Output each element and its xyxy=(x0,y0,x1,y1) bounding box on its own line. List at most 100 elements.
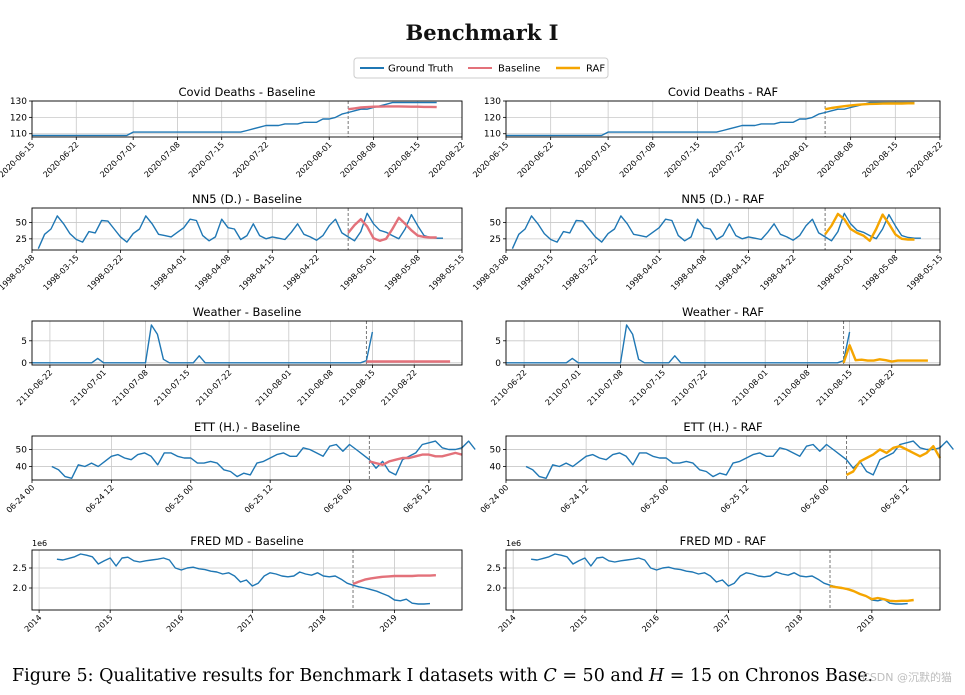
ground-truth-line xyxy=(37,212,443,249)
ground-truth-line xyxy=(51,440,476,479)
baseline-forecast-line xyxy=(369,451,463,466)
x-tick-label: 06-25 00 xyxy=(163,483,195,515)
covid-baseline-panel: Covid Deaths - Baseline 2020-06-15 2020-06… xyxy=(0,85,466,179)
x-tick-label: 2110-08-01 xyxy=(254,368,293,407)
y-tick-label: 130 xyxy=(10,97,27,107)
panel-title: Covid Deaths - RAF xyxy=(668,85,778,99)
axes-frame xyxy=(505,549,941,611)
x-tick-label: 2020-07-08 xyxy=(143,140,182,179)
x-tick-label: 1998-04-15 xyxy=(714,253,753,292)
x-tick-label: 2020-08-01 xyxy=(771,140,810,179)
covid-raf-panel: Covid Deaths - RAF 2020-06-15 2020-06-22 20… xyxy=(471,85,944,179)
x-tick-label: 1998-04-08 xyxy=(669,253,708,292)
x-tick-label: 1998-04-15 xyxy=(237,253,276,292)
x-tick-label: 2020-06-15 xyxy=(471,140,510,179)
y-tick-label: 130 xyxy=(484,97,501,107)
y-tick-label: 50 xyxy=(16,446,28,456)
axes-frame xyxy=(505,435,941,481)
axes-frame xyxy=(31,207,463,251)
caption-prefix: Figure 5: Qualitative results for Benchm… xyxy=(12,666,543,686)
x-tick-label: 2110-07-01 xyxy=(544,368,583,407)
panel-title: NN5 (D.) - Baseline xyxy=(192,192,302,206)
x-tick-label: 06-25 00 xyxy=(639,483,671,515)
y-tick-label: 2.5 xyxy=(13,564,27,574)
axes-frame xyxy=(505,100,941,138)
x-tick-label: 2110-07-15 xyxy=(628,368,667,407)
x-tick-label: 2110-07-22 xyxy=(194,368,233,407)
x-tick-label: 1998-05-01 xyxy=(339,253,378,292)
x-tick-label: 2110-08-15 xyxy=(815,368,854,407)
panel-title: Weather - Baseline xyxy=(193,305,302,319)
axes-frame xyxy=(31,549,463,611)
x-tick-label: 2110-06-22 xyxy=(15,368,54,407)
watermark: CSDN @沉默的猫 xyxy=(862,670,952,684)
y-tick-label: 50 xyxy=(490,446,502,456)
ett-baseline-panel: ETT (H.) - Baseline 06-24 00 06-24 12 06-25… xyxy=(5,420,476,515)
x-tick-label: 2016 xyxy=(640,613,661,634)
figure-caption: Figure 5: Qualitative results for Benchm… xyxy=(12,666,873,686)
x-tick-label: 2020-07-01 xyxy=(573,140,612,179)
caption-h-symbol: H xyxy=(648,666,665,686)
ground-truth-line xyxy=(531,553,908,605)
y-tick-label: 40 xyxy=(16,462,28,472)
ground-truth-line xyxy=(525,440,954,479)
fredmd-raf-panel: FRED MD - RAF 1e6 2014 2015 2016 2017 2018 2019… xyxy=(487,534,941,634)
x-tick-label: 2020-08-08 xyxy=(816,140,855,179)
x-tick-label: 2014 xyxy=(23,613,44,634)
x-tick-label: 06-25 12 xyxy=(719,483,751,515)
x-tick-label: 2015 xyxy=(569,613,590,634)
x-tick-label: 06-24 00 xyxy=(5,483,37,515)
x-tick-label: 2020-07-15 xyxy=(187,140,226,179)
x-tick-label: 1998-03-08 xyxy=(471,253,510,292)
x-tick-label: 2018 xyxy=(784,613,805,634)
x-tick-label: 06-26 00 xyxy=(322,483,354,515)
x-tick-label: 2110-07-08 xyxy=(586,368,625,407)
x-tick-label: 06-24 00 xyxy=(479,483,511,515)
x-tick-label: 1998-04-08 xyxy=(193,253,232,292)
y-tick-label: 25 xyxy=(16,235,27,245)
x-tick-label: 1998-03-08 xyxy=(0,253,36,292)
x-tick-label: 2020-07-08 xyxy=(618,140,657,179)
y-tick-label: 0 xyxy=(21,359,27,369)
x-tick-label: 2110-06-22 xyxy=(489,368,528,407)
axis-offset-label: 1e6 xyxy=(32,539,47,548)
ground-truth-line xyxy=(32,324,374,364)
x-tick-label: 2020-08-15 xyxy=(860,140,899,179)
y-tick-label: 120 xyxy=(10,113,27,123)
x-tick-label: 2020-08-22 xyxy=(905,140,944,179)
baseline-forecast-line xyxy=(352,574,436,586)
y-tick-label: 110 xyxy=(10,130,27,140)
x-tick-label: 1998-04-01 xyxy=(624,253,663,292)
ground-truth-line xyxy=(511,212,921,249)
legend-raf-label: RAF xyxy=(586,64,605,75)
figure-title: Benchmark I xyxy=(405,20,558,45)
fredmd-baseline-panel: FRED MD - Baseline 1e6 2014 2015 2016 2017 201… xyxy=(13,534,463,634)
ground-truth-line xyxy=(56,553,431,605)
chart-panels: Covid Deaths - Baseline 2020-06-15 2020-06… xyxy=(0,85,954,634)
ground-truth-line xyxy=(506,324,851,364)
y-tick-label: 110 xyxy=(484,130,501,140)
y-tick-label: 5 xyxy=(21,337,27,347)
y-tick-label: 25 xyxy=(490,235,501,245)
y-tick-label: 120 xyxy=(484,113,501,123)
x-tick-label: 1998-05-08 xyxy=(860,253,899,292)
panel-title: ETT (H.) - Baseline xyxy=(194,420,300,434)
raf-forecast-line xyxy=(824,102,915,111)
x-tick-label: 1998-03-22 xyxy=(86,253,125,292)
x-tick-label: 2020-06-22 xyxy=(516,140,555,179)
x-tick-label: 2110-08-22 xyxy=(379,368,418,407)
x-tick-label: 2110-08-22 xyxy=(857,368,896,407)
x-tick-label: 1998-03-15 xyxy=(41,253,80,292)
x-tick-label: 2015 xyxy=(94,613,115,634)
x-tick-label: 1998-05-08 xyxy=(383,253,422,292)
x-tick-label: 06-26 12 xyxy=(879,483,911,515)
x-tick-label: 2020-08-15 xyxy=(383,140,422,179)
x-tick-label: 1998-05-15 xyxy=(427,253,466,292)
legend-baseline-label: Baseline xyxy=(498,64,540,75)
panel-title: Covid Deaths - Baseline xyxy=(178,85,315,99)
x-tick-label: 1998-04-22 xyxy=(282,253,321,292)
x-tick-label: 1998-04-22 xyxy=(758,253,797,292)
